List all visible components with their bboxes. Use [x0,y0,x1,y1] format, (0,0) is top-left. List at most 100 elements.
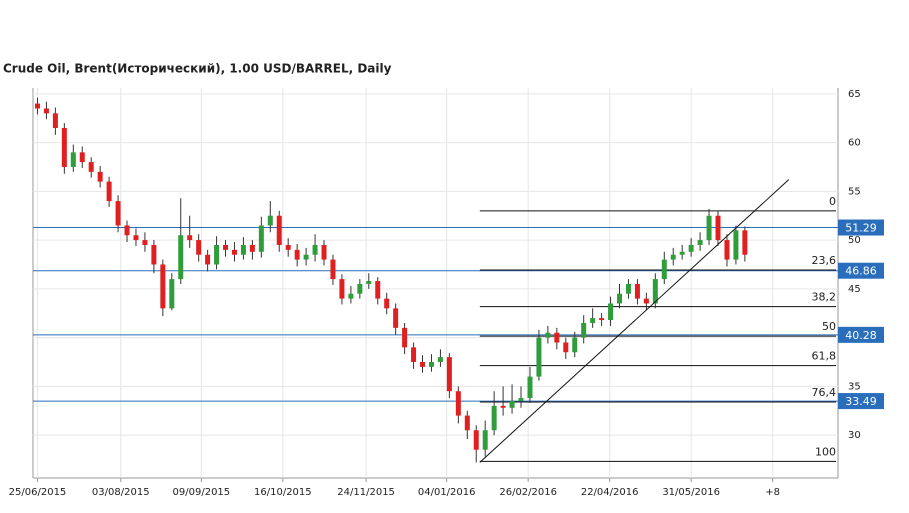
level-label: 33.49 [845,395,877,408]
x-tick-label: 16/10/2015 [254,487,312,498]
candle-body [563,342,569,353]
candle-body [214,244,220,265]
candle-body [679,251,685,255]
candle-body [625,283,631,294]
candle-body [643,298,649,304]
candle-body [321,244,327,260]
trendline [479,179,790,463]
candle-body [34,103,40,109]
candle-body [446,357,452,392]
candle-body [599,318,605,321]
fib-label: 0 [829,195,836,208]
fib-label: 38,2 [812,291,837,304]
candle-body [455,391,461,416]
candle-body [88,162,94,172]
x-tick-label: 22/04/2016 [581,487,639,498]
x-tick-label: 24/11/2015 [337,487,395,498]
candle-body [590,318,596,323]
candle-body [536,337,542,377]
candle-body [348,293,354,299]
x-tick-label: 09/09/2015 [173,487,231,498]
candle-body [688,244,694,252]
fib-label: 50 [822,320,836,333]
candle-body [491,405,497,431]
candle-body [527,376,533,399]
candle-body [258,225,264,252]
candle-body [357,283,363,294]
candle-body [133,235,139,241]
candle-body [634,283,640,299]
y-tick-label: 30 [848,430,861,441]
candle-body [437,357,443,362]
candle-body [79,152,85,163]
candle-body [303,254,309,260]
x-tick-label: +8 [765,487,780,498]
fib-label: 76,4 [812,386,837,399]
candle-body [464,415,470,431]
y-tick-label: 60 [848,138,861,149]
candle-body [402,327,408,348]
level-label: 51.29 [845,222,877,235]
candle-body [715,215,721,241]
level-tag [838,262,884,279]
y-tick-label: 55 [848,186,861,197]
candle-body [518,398,524,401]
candle-body [151,244,157,265]
candle-body [670,254,676,260]
candle-body [706,215,712,241]
candle-body [52,113,58,128]
candle-body [661,259,667,280]
fib-label: 100 [815,445,836,458]
candle-body [267,215,273,226]
candle-body [312,244,318,255]
level-label: 40.28 [845,329,877,342]
candle-body [223,244,229,250]
level-tag [838,393,884,410]
candle-body [142,240,148,245]
candle-body [249,244,255,252]
candle-body [97,171,103,182]
candle-body [509,400,515,408]
candle-body [178,235,184,280]
level-tag [838,326,884,343]
candle-body [330,259,336,280]
candle-body [545,332,551,338]
y-tick-label: 45 [848,284,861,295]
candle-body [608,303,614,321]
candle-body [61,127,67,167]
candle-body [294,249,300,260]
candle-body [411,347,417,362]
candle-body [473,430,479,450]
candle-body [276,215,282,245]
level-tag [838,219,884,236]
candle-body [384,298,390,309]
candle-body [733,230,739,260]
fib-label: 61,8 [812,350,837,363]
candle-body [115,201,121,226]
candle-body [124,225,130,236]
candle-body [339,279,345,299]
y-tick-label: 50 [848,235,861,246]
candle-body [106,181,112,202]
candle-body [482,430,488,450]
x-tick-label: 26/02/2016 [499,487,557,498]
candle-body [366,281,372,284]
candle-body [375,281,381,299]
candle-body [554,332,560,343]
candle-body [285,244,291,250]
y-tick-label: 35 [848,381,861,392]
x-tick-label: 04/01/2016 [418,487,476,498]
candle-body [231,249,237,255]
y-tick-label: 65 [848,89,861,100]
candle-body [742,230,748,255]
candle-body [169,279,175,309]
candle-body [196,240,202,255]
x-tick-label: 31/05/2016 [662,487,720,498]
candle-body [617,293,623,304]
candle-body [428,361,434,367]
candle-body [240,244,246,255]
candle-body [70,152,76,167]
candle-body [500,405,506,408]
candle-body [205,254,211,265]
candle-body [724,240,730,260]
